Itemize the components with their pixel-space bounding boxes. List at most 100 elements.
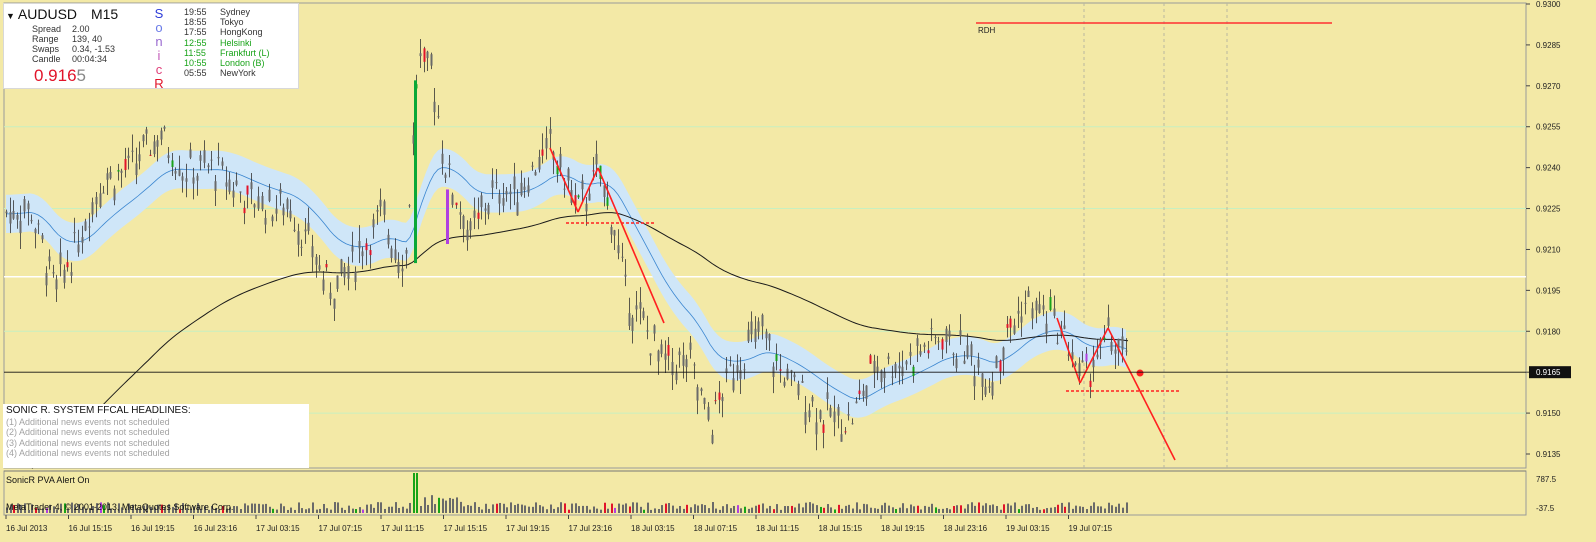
- trendline[interactable]: [549, 147, 579, 213]
- volume-bar: [665, 503, 667, 513]
- volume-bar: [1075, 505, 1077, 513]
- volume-bar: [49, 504, 51, 513]
- candle-body: [977, 359, 980, 368]
- candle-body: [1067, 354, 1070, 356]
- volume-bar: [24, 503, 26, 513]
- candle-body: [304, 229, 307, 232]
- volume-bar: [895, 509, 897, 513]
- volume-bar: [794, 507, 796, 513]
- rdh-label: RDH: [978, 26, 996, 35]
- session-city: Sydney: [220, 7, 251, 17]
- volume-bar: [208, 509, 210, 513]
- candle-body: [167, 155, 170, 158]
- candle-body: [354, 271, 357, 282]
- candle-body: [502, 198, 505, 206]
- candle-body: [739, 370, 742, 379]
- volume-bar: [1039, 509, 1041, 513]
- volume-bar: [337, 502, 339, 513]
- volume-bar: [204, 506, 206, 513]
- candle-body: [19, 220, 22, 234]
- volume-bar: [582, 505, 584, 513]
- volume-bar: [730, 508, 732, 513]
- candle-body: [88, 226, 91, 228]
- volume-bar: [802, 507, 804, 513]
- sonic-letter: n: [155, 34, 163, 49]
- candle-body: [221, 161, 224, 166]
- session-row: 05:55 NewYork: [184, 68, 270, 78]
- sonic-letter: o: [155, 20, 163, 35]
- price-marker-dot[interactable]: [1136, 369, 1144, 377]
- volume-bar: [780, 509, 782, 513]
- candle-body: [675, 373, 678, 381]
- volume-bar: [622, 504, 624, 513]
- time-axis-label: 19 Jul 03:15: [1006, 524, 1050, 533]
- volume-bar: [1007, 503, 1009, 513]
- volume-bar: [287, 509, 289, 513]
- sonic-letter: R: [154, 76, 164, 91]
- current-price-tag: [1529, 366, 1571, 379]
- volume-bar: [600, 509, 602, 513]
- volume-bar: [776, 504, 778, 513]
- copyright-text: MetaTrader 4, © 2001-2013, MetaQuotes So…: [6, 502, 234, 512]
- volume-bar: [712, 502, 714, 513]
- trendline[interactable]: [1079, 327, 1109, 384]
- volume-bar: [989, 505, 991, 513]
- price-axis-label: 0.9285: [1536, 41, 1561, 50]
- volume-bar: [308, 508, 310, 513]
- trendline[interactable]: [597, 167, 665, 324]
- volume-bar: [438, 497, 440, 513]
- candle-body: [876, 366, 879, 372]
- dropdown-triangle-icon[interactable]: ▼: [6, 11, 15, 21]
- dragon-midline: [5, 167, 1127, 400]
- stat-row: Swaps 0.34, -1.53: [32, 44, 116, 54]
- trendline[interactable]: [577, 167, 599, 213]
- candle-body: [210, 159, 213, 161]
- candle-body: [70, 272, 73, 276]
- news-header: SONIC R. SYSTEM FFCAL HEADLINES:: [6, 405, 191, 416]
- candle-body: [459, 212, 462, 215]
- volume-bar: [82, 506, 84, 513]
- time-axis-label: 17 Jul 07:15: [319, 524, 363, 533]
- candle-body: [1031, 308, 1034, 319]
- candle-body: [621, 256, 624, 258]
- trendline[interactable]: [1107, 327, 1176, 461]
- candle-body: [786, 368, 789, 380]
- candle-body: [214, 181, 217, 191]
- candle-body: [700, 388, 703, 392]
- volume-bar: [226, 508, 228, 513]
- candle-body: [199, 155, 202, 161]
- time-axis-label: 18 Jul 11:15: [756, 524, 800, 533]
- volume-bar: [107, 502, 109, 513]
- volume-bar: [485, 503, 487, 513]
- candle-body: [855, 401, 858, 404]
- volume-bar: [406, 508, 408, 513]
- candle-body: [1049, 297, 1052, 310]
- volume-bar: [1079, 506, 1081, 513]
- candle-body: [1114, 349, 1117, 354]
- news-item: (1) Additional news events not scheduled: [6, 417, 170, 427]
- candle-body: [660, 344, 663, 354]
- candle-body: [685, 359, 688, 368]
- candle-body: [372, 219, 375, 228]
- candle-body: [347, 265, 350, 279]
- volume-bar: [470, 505, 472, 513]
- time-axis-label: 18 Jul 15:15: [819, 524, 863, 533]
- volume-bar: [881, 505, 883, 513]
- candle-body: [757, 321, 760, 332]
- candle-body: [1035, 300, 1038, 311]
- candle-body: [811, 396, 814, 402]
- volume-bar: [766, 508, 768, 513]
- candle-body: [253, 204, 256, 208]
- volume-bar: [859, 509, 861, 513]
- volume-bar: [942, 508, 944, 513]
- candle-body: [505, 191, 508, 195]
- volume-bar: [542, 506, 544, 513]
- time-axis-label: 18 Jul 03:15: [631, 524, 675, 533]
- candle-body: [714, 400, 717, 402]
- volume-bar: [769, 505, 771, 513]
- candle-body: [1027, 290, 1030, 298]
- candle-body: [387, 234, 390, 245]
- candle-body: [613, 230, 616, 236]
